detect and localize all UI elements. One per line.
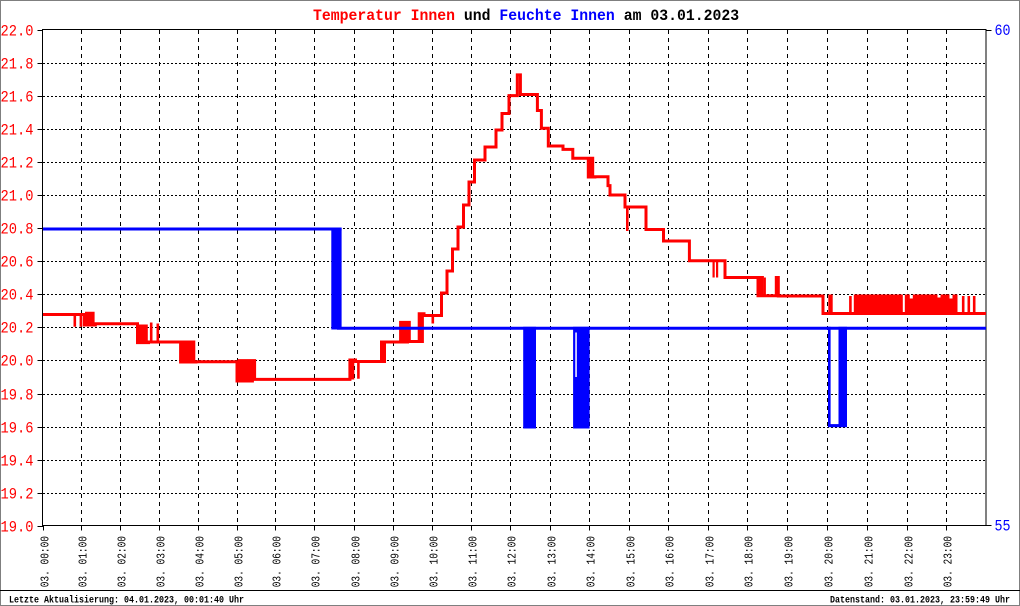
svg-text:03. 16:00: 03. 16:00: [664, 536, 678, 587]
svg-text:03. 23:00: 03. 23:00: [942, 536, 956, 587]
svg-text:03. 00:00: 03. 00:00: [39, 536, 53, 587]
svg-text:21.6: 21.6: [1, 88, 34, 106]
svg-text:19.8: 19.8: [1, 386, 34, 404]
svg-text:19.4: 19.4: [1, 452, 34, 470]
svg-text:21.0: 21.0: [1, 187, 34, 205]
svg-text:22.0: 22.0: [1, 22, 34, 40]
svg-text:03. 18:00: 03. 18:00: [743, 536, 757, 587]
svg-text:03. 08:00: 03. 08:00: [350, 536, 364, 587]
svg-text:21.2: 21.2: [1, 154, 34, 172]
svg-text:03. 04:00: 03. 04:00: [194, 536, 208, 587]
svg-text:03. 09:00: 03. 09:00: [389, 536, 403, 587]
svg-text:03. 22:00: 03. 22:00: [903, 536, 917, 587]
svg-text:55: 55: [995, 518, 1011, 536]
svg-text:21.8: 21.8: [1, 55, 34, 73]
svg-text:21.4: 21.4: [1, 121, 34, 139]
svg-text:20.0: 20.0: [1, 352, 34, 370]
svg-text:60: 60: [995, 22, 1011, 40]
svg-text:03. 02:00: 03. 02:00: [116, 536, 130, 587]
svg-text:20.2: 20.2: [1, 319, 34, 337]
svg-text:03. 21:00: 03. 21:00: [863, 536, 877, 587]
svg-text:03. 05:00: 03. 05:00: [233, 536, 247, 587]
svg-text:03. 14:00: 03. 14:00: [585, 536, 599, 587]
svg-text:03. 07:00: 03. 07:00: [310, 536, 324, 587]
svg-text:03. 20:00: 03. 20:00: [823, 536, 837, 587]
svg-text:03. 15:00: 03. 15:00: [625, 536, 639, 587]
svg-text:03. 01:00: 03. 01:00: [77, 536, 91, 587]
svg-text:Letzte Aktualisierung: 04.01.2: Letzte Aktualisierung: 04.01.2023, 00:01…: [9, 595, 244, 606]
svg-text:03. 13:00: 03. 13:00: [546, 536, 560, 587]
svg-text:und: und: [464, 7, 491, 25]
svg-text:03. 19:00: 03. 19:00: [783, 536, 797, 587]
svg-text:19.2: 19.2: [1, 485, 34, 503]
svg-text:03. 10:00: 03. 10:00: [428, 536, 442, 587]
svg-text:20.8: 20.8: [1, 220, 34, 238]
svg-text:19.0: 19.0: [1, 518, 34, 536]
svg-text:19.6: 19.6: [1, 419, 34, 437]
svg-text:03. 12:00: 03. 12:00: [506, 536, 520, 587]
svg-text:03. 11:00: 03. 11:00: [467, 536, 481, 587]
svg-text:am 03.01.2023: am 03.01.2023: [624, 7, 739, 25]
svg-text:Feuchte Innen: Feuchte Innen: [499, 7, 614, 25]
svg-text:03. 03:00: 03. 03:00: [155, 536, 169, 587]
svg-text:Temperatur Innen: Temperatur Innen: [313, 7, 455, 25]
svg-text:20.6: 20.6: [1, 253, 34, 271]
svg-text:20.4: 20.4: [1, 286, 34, 304]
svg-text:03. 17:00: 03. 17:00: [704, 536, 718, 587]
svg-text:03. 06:00: 03. 06:00: [271, 536, 285, 587]
svg-text:Datenstand: 03.01.2023, 23:59:: Datenstand: 03.01.2023, 23:59:49 Uhr: [830, 595, 1010, 606]
